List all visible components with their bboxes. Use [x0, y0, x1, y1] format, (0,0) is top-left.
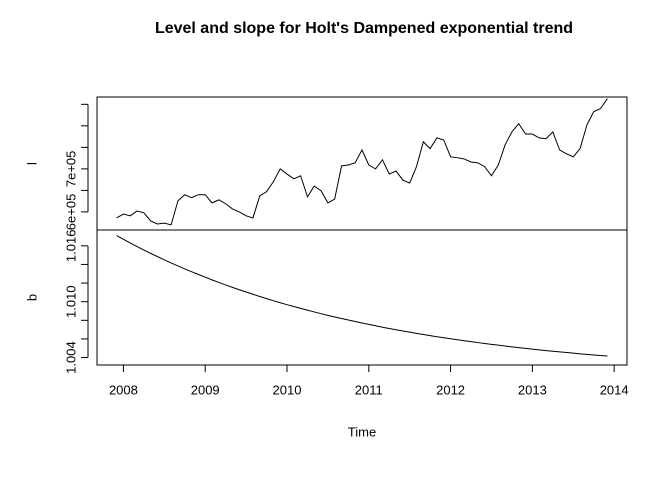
x-tick-label: 2008 — [109, 382, 138, 397]
x-tick-label: 2013 — [518, 382, 547, 397]
x-tick-label: 2014 — [600, 382, 629, 397]
series-line — [116, 98, 608, 226]
panel-frame — [96, 229, 628, 366]
y-tick-label: 1.004 — [63, 341, 78, 374]
x-tick-label: 2012 — [436, 382, 465, 397]
y-axis-label: l — [24, 162, 39, 165]
chart-title: Level and slope for Holt's Dampened expo… — [155, 20, 573, 37]
y-tick-label: 1.016 — [63, 230, 78, 263]
y-tick-label: 7e+05 — [63, 151, 78, 188]
y-tick-label: 1.010 — [63, 285, 78, 318]
series-line — [116, 235, 608, 357]
x-tick-label: 2009 — [191, 382, 220, 397]
x-axis-label: Time — [348, 424, 376, 439]
y-axis-label: b — [24, 294, 39, 301]
x-tick-label: 2011 — [355, 382, 383, 397]
x-tick-label: 2010 — [273, 382, 302, 397]
y-tick-label: 6e+05 — [63, 194, 78, 231]
panel-frame — [96, 96, 628, 231]
